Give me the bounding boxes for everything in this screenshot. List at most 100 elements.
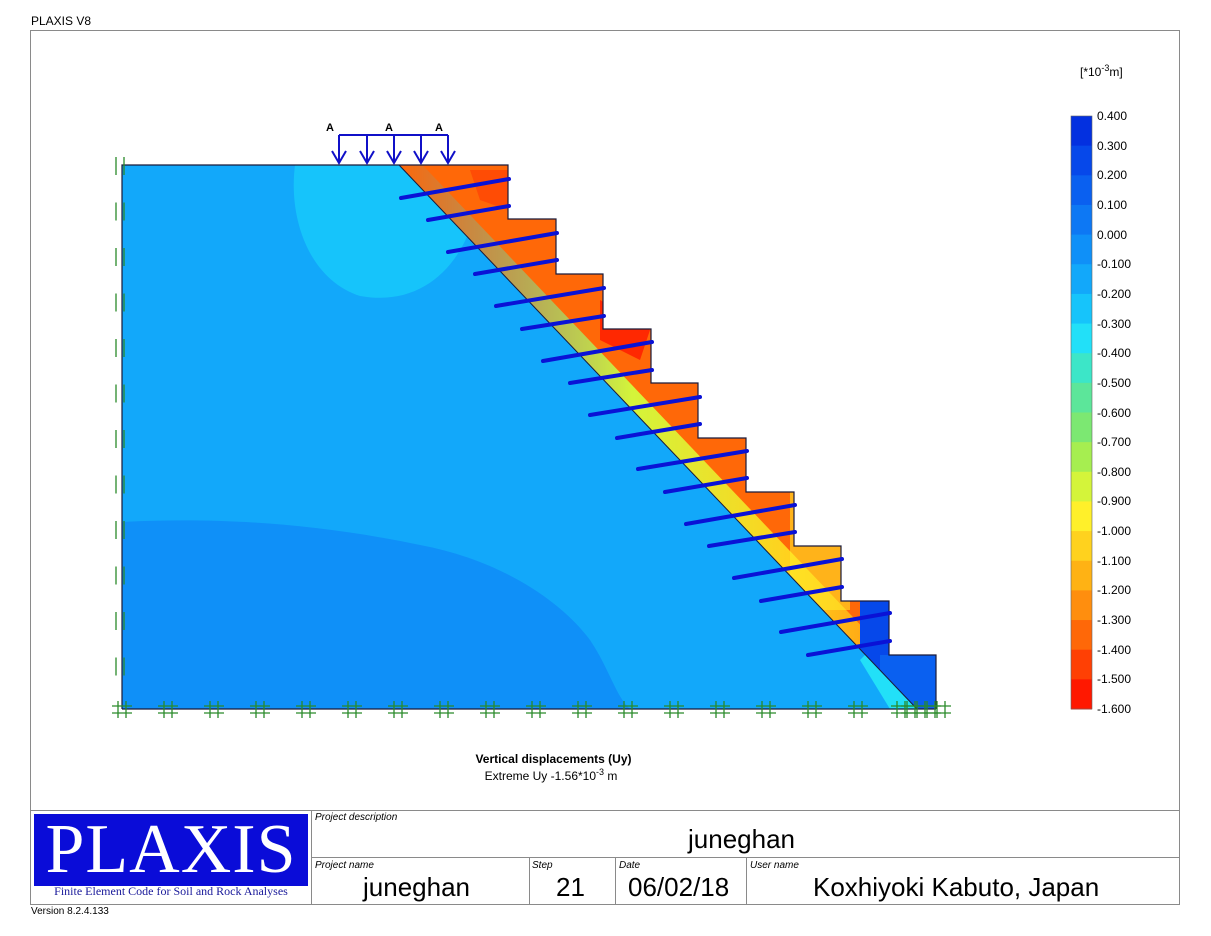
soil-nail [684, 503, 797, 526]
total-fixity [342, 701, 362, 718]
legend-swatch [1071, 649, 1092, 680]
legend-label: -0.400 [1097, 346, 1132, 361]
legend-swatch [1071, 204, 1092, 236]
logo-subtitle: Finite Element Code for Soil and Rock An… [54, 884, 288, 898]
load-arrow [386, 135, 402, 165]
total-fixity [250, 701, 270, 718]
legend-label: -0.200 [1097, 286, 1132, 301]
legend-label: -1.300 [1097, 613, 1132, 628]
legend-swatch [1071, 501, 1092, 532]
load-arrow [413, 135, 429, 165]
soil-nail [732, 557, 844, 580]
legend-colorbar [1070, 115, 1093, 710]
soil-nails [399, 177, 892, 657]
total-fixity [480, 701, 500, 718]
base-fixities [112, 701, 951, 718]
legend-label: -0.500 [1097, 375, 1132, 390]
legend-swatch [1071, 116, 1092, 147]
load-arrow [331, 135, 347, 165]
legend-swatch [1071, 531, 1092, 562]
soil-nail [779, 611, 892, 634]
soil-nail [636, 449, 749, 471]
legend-swatch [1071, 412, 1092, 443]
legend-swatch [1071, 264, 1092, 295]
total-fixity [710, 701, 730, 718]
legend-label: -0.100 [1097, 257, 1132, 272]
divider-user [746, 858, 747, 905]
total-fixity [848, 701, 868, 718]
divider-date [615, 858, 616, 905]
total-fixity [112, 701, 132, 718]
title-block-logo-divider [311, 810, 312, 905]
date-label: Date [619, 860, 641, 871]
legend-label: -1.600 [1097, 702, 1132, 716]
project-name-value: juneghan [363, 872, 470, 902]
legend-swatch [1071, 293, 1092, 325]
legend-label: -0.900 [1097, 494, 1132, 509]
legend-label: -1.400 [1097, 642, 1132, 657]
user-name-label: User name [750, 860, 799, 871]
legend-swatch [1071, 145, 1092, 176]
model-boundary [121, 164, 399, 709]
project-description-label: Project description [315, 812, 398, 823]
title-block-top-border [30, 810, 1180, 811]
title-block-mid-border [311, 857, 1180, 858]
step-label: Step [532, 860, 553, 871]
total-fixity [756, 701, 776, 718]
total-fixity [931, 701, 951, 718]
output-frame [30, 30, 1180, 905]
soil-nail [568, 368, 654, 385]
load-label-a2: A [385, 122, 393, 134]
legend-swatch [1071, 679, 1092, 710]
legend-label: -1.100 [1097, 553, 1132, 568]
total-fixity [388, 701, 408, 718]
total-fixity [618, 701, 638, 718]
app-title: PLAXIS V8 [31, 14, 92, 28]
soil-contours [122, 165, 917, 709]
legend-label: 0.100 [1097, 197, 1128, 212]
extreme-value: Extreme Uy -1.56*10-3 m [484, 767, 618, 783]
legend-units: [*10-3m] [1080, 63, 1123, 79]
soil-nail [588, 395, 702, 417]
legend-label: -0.800 [1097, 464, 1132, 479]
divider-step [529, 858, 530, 905]
legend-label: -1.000 [1097, 524, 1132, 539]
legend-swatch [1071, 560, 1092, 591]
soil-nail [399, 177, 511, 200]
load-label-a3: A [435, 122, 443, 134]
contour-zone-upper [293, 165, 470, 298]
total-fixity [158, 701, 178, 718]
legend-swatch [1071, 175, 1092, 206]
total-fixity [434, 701, 454, 718]
project-description-value: juneghan [688, 824, 795, 854]
step-value: 21 [556, 872, 585, 902]
facing-outline [399, 164, 937, 709]
legend-label: 0.200 [1097, 168, 1128, 183]
legend-label: -1.200 [1097, 583, 1132, 598]
legend-swatch [1071, 323, 1092, 354]
soil-nail [520, 314, 606, 331]
total-fixity [802, 701, 822, 718]
date-value: 06/02/18 [628, 872, 730, 902]
soil-nail [615, 422, 702, 440]
total-fixity [204, 701, 224, 718]
legend-frame [1070, 115, 1093, 710]
legend-swatch [1071, 442, 1092, 473]
legend-swatch [1071, 471, 1092, 502]
soil-nail [663, 476, 749, 494]
total-fixity [296, 701, 316, 718]
load-label-a1: A [326, 122, 334, 134]
legend-swatch [1071, 382, 1092, 413]
user-name-value: Koxhiyoki Kabuto, Japan [813, 872, 1100, 902]
legend-label: 0.300 [1097, 138, 1128, 153]
legend-swatch [1071, 620, 1092, 651]
legend-swatch [1071, 234, 1092, 265]
total-fixity [664, 701, 684, 718]
soil-nail [446, 231, 559, 254]
soil-nail [426, 204, 511, 222]
legend-label: -0.600 [1097, 405, 1132, 420]
legend-label: -0.700 [1097, 435, 1132, 450]
load-arrow [440, 135, 456, 165]
distributed-load [331, 134, 456, 165]
